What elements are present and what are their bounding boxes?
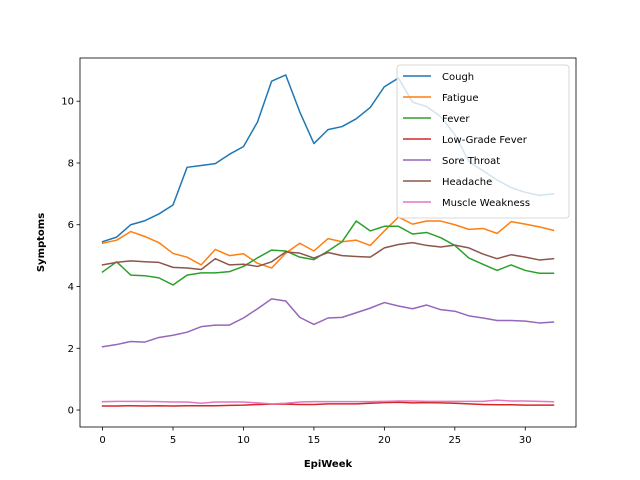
x-tick-label: 20 <box>378 435 391 446</box>
y-tick-label: 6 <box>68 220 74 231</box>
legend-label: Fever <box>442 114 470 125</box>
series-line-sore-throat <box>101 298 555 348</box>
x-axis-title: EpiWeek <box>304 459 353 470</box>
x-tick-label: 10 <box>237 435 250 446</box>
y-tick-label: 10 <box>61 97 74 108</box>
legend: Cough Fatigue Fever Low-Grade Fever Sore Thr… <box>396 64 570 219</box>
x-tick-label: 5 <box>170 435 176 446</box>
x-tick-label: 30 <box>519 435 532 446</box>
y-axis-title: Symptoms <box>36 213 47 272</box>
x-tick-label: 25 <box>448 435 461 446</box>
y-tick-label: 4 <box>68 282 74 293</box>
legend-label: Low-Grade Fever <box>442 135 528 146</box>
x-tick-label: 0 <box>99 435 105 446</box>
legend-label: Fatigue <box>442 93 479 104</box>
y-tick-label: 2 <box>68 344 74 355</box>
y-tick-label: 8 <box>68 158 74 169</box>
series-line-muscle-weakness <box>101 399 555 405</box>
legend-label: Headache <box>442 177 492 188</box>
series-line-fatigue <box>101 216 555 269</box>
x-tick-label: 15 <box>308 435 321 446</box>
series-line-low-grade-fever <box>101 401 555 407</box>
legend-label: Muscle Weakness <box>442 198 530 209</box>
series-line-headache <box>101 241 555 271</box>
legend-label: Sore Throat <box>442 156 500 167</box>
series-line-fever <box>101 220 555 286</box>
legend-box <box>396 64 570 219</box>
plot-frame <box>79 57 577 428</box>
y-tick-label: 0 <box>68 406 74 417</box>
legend-label: Cough <box>442 72 474 83</box>
